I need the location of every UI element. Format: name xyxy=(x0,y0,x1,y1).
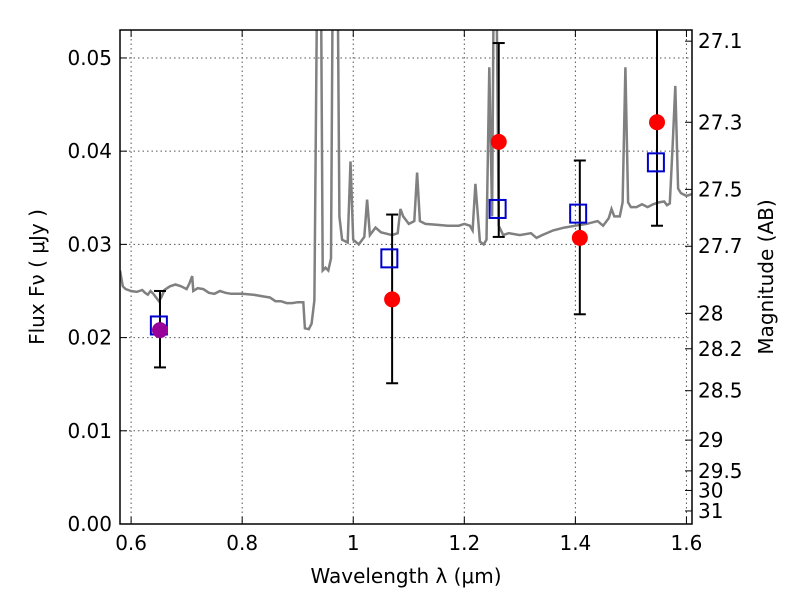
data-markers xyxy=(149,30,666,385)
y2-tick-label: 27.7 xyxy=(698,234,743,258)
observed-photometry-point xyxy=(384,291,401,308)
x-axis-label: Wavelength λ (μm) xyxy=(310,564,501,588)
x-tick-label: 1.2 xyxy=(448,531,480,555)
y-tick-label: 0.03 xyxy=(67,232,112,256)
observed-photometry-point xyxy=(490,133,507,150)
y2-tick-label: 28.5 xyxy=(698,379,743,403)
y2-tick-label: 29.5 xyxy=(698,459,743,483)
observed-photometry-optical-point xyxy=(151,322,168,339)
x-tick-label: 1.4 xyxy=(559,531,591,555)
y-tick-label: 0.00 xyxy=(67,512,112,536)
grid xyxy=(120,30,692,525)
y2-axis-label: Magnitude (AB) xyxy=(754,199,778,354)
y2-tick-label: 28 xyxy=(698,301,723,325)
y2-tick-label: 27.3 xyxy=(698,110,743,134)
observed-photometry-point xyxy=(571,229,588,246)
x-tick-label: 1 xyxy=(347,531,360,555)
axis-ticks: 0.6 0.8 1 1.2 1.4 1.6 0.00 0.01 0.02 0.03 0.04 0.05… xyxy=(67,29,742,555)
x-tick-label: 0.8 xyxy=(226,531,258,555)
model-photometry-square xyxy=(569,203,588,224)
y-axis-label: Flux Fν ( μJy ) xyxy=(25,209,49,345)
y2-tick-label: 27.5 xyxy=(698,177,743,201)
y2-tick-label: 31 xyxy=(698,499,723,523)
model-photometry-square xyxy=(646,152,665,173)
plot-frame xyxy=(119,29,693,525)
y2-tick-label: 29 xyxy=(698,428,723,452)
model-photometry-square xyxy=(488,198,507,219)
x-tick-label: 1.6 xyxy=(671,531,703,555)
y-tick-label: 0.02 xyxy=(67,326,112,350)
y2-tick-label: 28.2 xyxy=(698,337,743,361)
x-tick-label: 0.6 xyxy=(115,531,147,555)
model-spectrum-line xyxy=(120,30,692,331)
y-tick-label: 0.05 xyxy=(67,46,112,70)
observed-photometry-point xyxy=(649,114,666,131)
model-photometry-square xyxy=(380,248,399,269)
y2-tick-label: 27.1 xyxy=(698,29,743,53)
y-tick-label: 0.04 xyxy=(67,139,112,163)
y-tick-label: 0.01 xyxy=(67,419,112,443)
y2-tick-label: 30 xyxy=(698,478,723,502)
